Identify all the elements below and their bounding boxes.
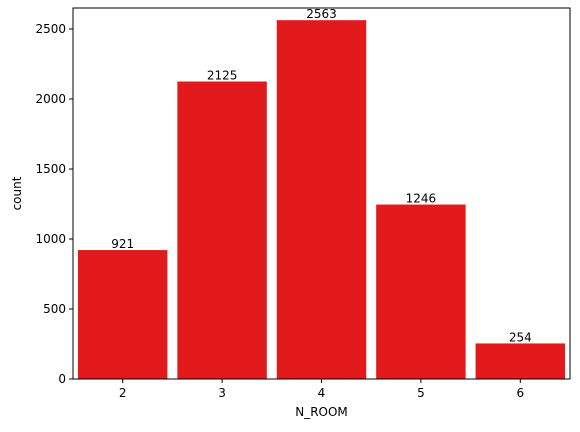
data-label-5: 1246 [406,192,437,206]
data-label-6: 254 [509,330,532,344]
data-labels-group: 921 2125 2563 1246 254 [111,7,532,344]
x-tick-label-4: 4 [318,386,326,400]
bar-3 [177,81,267,379]
bars-group [77,20,566,380]
x-tick-label-6: 6 [516,386,524,400]
bar-2 [77,250,168,379]
bar-5 [376,204,466,379]
x-axis-ticks: 2 3 4 5 6 [119,379,524,400]
y-tick-label-1500: 1500 [35,162,66,176]
data-label-2: 921 [111,237,134,251]
plot-frame [72,7,571,380]
y-tick-label-2500: 2500 [35,22,66,36]
x-axis-label: N_ROOM [295,405,348,419]
data-label-4: 2563 [306,7,337,21]
x-tick-label-3: 3 [218,386,226,400]
y-axis-label: count [10,176,24,210]
x-tick-label-5: 5 [417,386,425,400]
y-tick-label-1000: 1000 [35,232,66,246]
y-tick-label-500: 500 [43,302,66,316]
y-axis-ticks: 0 500 1000 1500 2000 2500 [35,22,73,386]
y-tick-label-2000: 2000 [35,92,66,106]
y-tick-label-0: 0 [58,372,66,386]
x-tick-label-2: 2 [119,386,127,400]
bar-6 [475,343,566,379]
data-label-3: 2125 [207,69,238,83]
bar-4 [276,20,367,380]
